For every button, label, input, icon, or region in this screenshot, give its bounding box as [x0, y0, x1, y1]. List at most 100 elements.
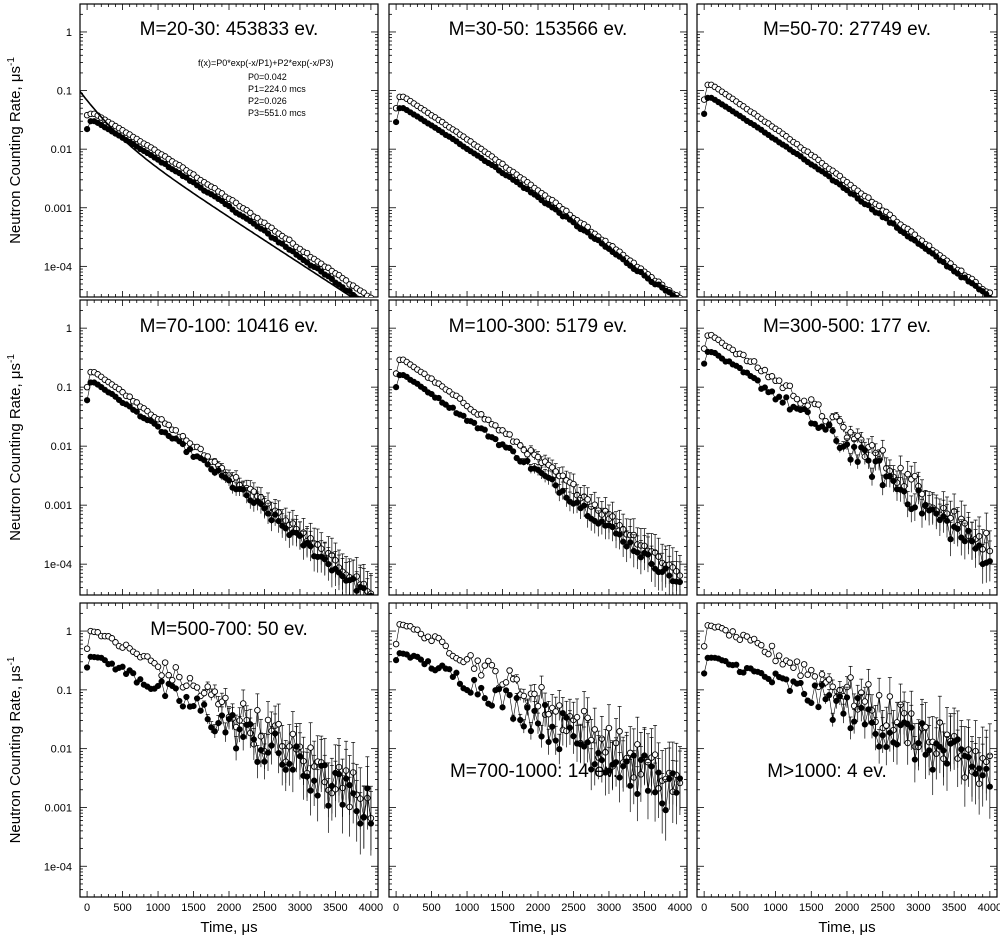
- filled-point: [570, 219, 577, 226]
- filled-point: [865, 202, 872, 209]
- open-point: [467, 652, 474, 659]
- y-axis-label: Neutron Counting Rate, μs-1: [6, 656, 24, 843]
- filled-point: [872, 730, 879, 737]
- open-point: [548, 464, 556, 471]
- open-point: [875, 202, 883, 210]
- filled-point: [215, 467, 222, 474]
- open-point: [531, 690, 538, 698]
- panel-title: M>1000: 4 ev.: [767, 761, 887, 782]
- open-point: [875, 692, 883, 699]
- filled-point: [954, 525, 961, 532]
- open-point: [144, 653, 151, 660]
- open-point: [289, 730, 297, 738]
- filled-point: [353, 295, 360, 297]
- filled-point: [623, 758, 630, 765]
- filled-point: [637, 554, 644, 561]
- filled-point: [808, 699, 815, 707]
- filled-point: [584, 739, 591, 746]
- filled-point: [972, 770, 979, 777]
- x-tick-label: 4000: [668, 902, 692, 914]
- fit-param: P1=224.0 mcs: [248, 84, 306, 94]
- y-tick-label: 0.001: [44, 500, 72, 512]
- filled-point: [868, 719, 876, 726]
- filled-point: [908, 724, 915, 731]
- filled-point: [534, 720, 542, 727]
- filled-point: [826, 692, 833, 699]
- filled-point: [861, 447, 868, 454]
- open-point: [428, 637, 435, 645]
- filled-point: [190, 702, 197, 710]
- filled-point: [865, 457, 872, 464]
- series-layer: [392, 93, 683, 297]
- open-point: [538, 684, 545, 691]
- panel-title: M=70-100: 10416 ev.: [140, 316, 319, 337]
- filled-point: [424, 658, 432, 665]
- open-point: [456, 395, 464, 402]
- filled-point: [218, 712, 226, 719]
- filled-point: [566, 724, 574, 731]
- filled-point: [815, 703, 822, 711]
- filled-point: [620, 256, 627, 263]
- x-tick-label: 1500: [490, 902, 514, 914]
- open-point: [797, 672, 804, 679]
- open-point: [520, 692, 528, 700]
- filled-point: [779, 399, 786, 406]
- open-point: [573, 714, 581, 721]
- open-point: [303, 249, 311, 257]
- y-axis-label: Neutron Counting Rate, μs-1: [6, 354, 24, 541]
- open-point: [172, 664, 180, 671]
- filled-point: [801, 690, 808, 698]
- filled-point: [467, 689, 474, 696]
- filled-point: [804, 409, 811, 416]
- filled-point: [119, 663, 126, 670]
- open-point: [559, 472, 567, 479]
- open-point: [183, 682, 190, 689]
- filled-point: [282, 766, 289, 773]
- filled-point: [573, 499, 581, 506]
- open-point: [793, 658, 801, 665]
- filled-point: [506, 691, 513, 699]
- filled-point: [581, 502, 588, 509]
- series-layer: [83, 368, 375, 595]
- panels-layer: 1 0.1 0.01 0.001 1e-04 M=20-30: 453833 ev. f(x…: [44, 3, 1000, 914]
- filled-point: [915, 487, 922, 494]
- filled-point: [552, 737, 559, 744]
- filled-point: [954, 270, 961, 277]
- filled-point: [847, 456, 854, 463]
- panel-4: 1 0.1 0.01 0.001 1e-04 M=70-100: 10416 ev.: [44, 299, 379, 596]
- filled-point: [367, 820, 375, 827]
- filled-point: [264, 749, 272, 756]
- filled-point: [325, 802, 332, 809]
- filled-point: [968, 537, 976, 544]
- open-point: [591, 501, 599, 508]
- panel-3: M=50-70: 27749 ev.: [696, 3, 998, 298]
- filled-point: [261, 758, 268, 765]
- filled-point: [854, 694, 861, 702]
- filled-point: [858, 704, 865, 711]
- open-point: [750, 635, 758, 643]
- filled-point: [250, 736, 257, 743]
- filled-point: [911, 504, 918, 511]
- open-point: [911, 472, 919, 480]
- filled-point: [976, 542, 983, 549]
- filled-point: [651, 789, 659, 796]
- open-point: [158, 672, 165, 679]
- filled-point: [240, 733, 247, 740]
- filled-point: [886, 729, 893, 736]
- open-point: [414, 626, 421, 633]
- filled-point: [328, 782, 335, 790]
- filled-point: [311, 777, 318, 784]
- filled-point: [417, 656, 425, 663]
- series-layer: [700, 331, 994, 584]
- panel-8: 0 500 1000 1500 2000 2500 3000 3500 4000 M=700-10…: [388, 602, 692, 914]
- open-point: [854, 432, 861, 440]
- filled-point: [495, 686, 503, 693]
- open-point: [818, 671, 826, 678]
- open-point: [172, 427, 180, 434]
- filled-point: [987, 295, 993, 297]
- x-tick-label: 3500: [323, 902, 347, 914]
- filled-point: [83, 397, 91, 404]
- open-point: [865, 194, 872, 201]
- filled-point: [605, 767, 613, 774]
